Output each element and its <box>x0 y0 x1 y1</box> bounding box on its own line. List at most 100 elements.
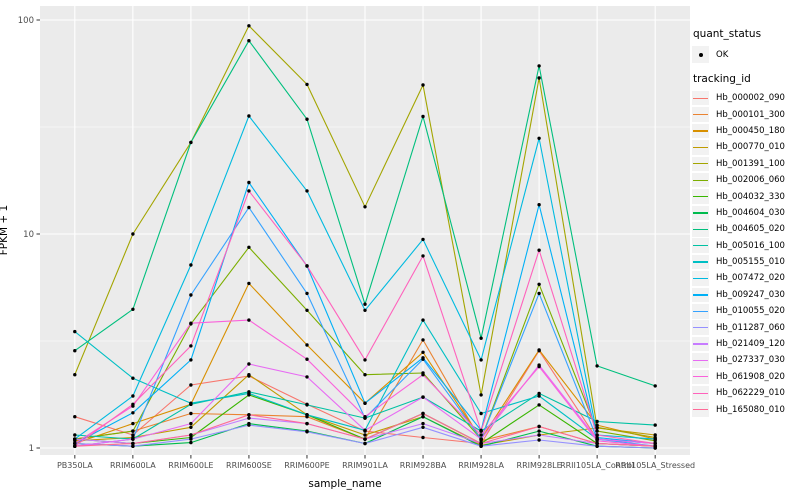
data-point <box>247 205 251 210</box>
legend-color-line <box>693 277 708 280</box>
data-point <box>653 433 657 437</box>
legend-color-line <box>693 294 708 296</box>
x-tick-label: RRII105LA_Stressed <box>615 461 695 470</box>
legend-item: Hb_062229_010 <box>692 385 798 401</box>
legend-key <box>692 304 709 319</box>
data-point <box>479 336 483 340</box>
data-point <box>73 437 77 441</box>
data-point <box>421 421 425 426</box>
legend: quant_status OK tracking_id Hb_000002_09… <box>692 28 798 418</box>
legend-key-ok <box>692 46 709 63</box>
data-point <box>247 114 251 118</box>
data-point <box>131 232 135 236</box>
data-point <box>537 394 541 398</box>
data-point <box>363 441 367 446</box>
data-point <box>305 264 309 268</box>
legend-item: Hb_027337_030 <box>692 352 798 368</box>
legend-item-label: Hb_010055_020 <box>716 306 785 317</box>
data-point <box>479 433 483 437</box>
data-point <box>189 293 193 297</box>
legend-color-line <box>693 245 708 247</box>
data-point <box>189 440 193 445</box>
legend-item-label: Hb_000450_180 <box>716 125 785 136</box>
legend-item-label: Hb_009247_030 <box>716 289 785 300</box>
legend-item: Hb_004032_330 <box>692 188 798 204</box>
data-point <box>479 358 483 362</box>
legend-item: Hb_011287_060 <box>692 319 798 335</box>
data-point <box>363 302 367 306</box>
data-point <box>421 350 425 354</box>
legend-item: Hb_000101_300 <box>692 106 798 122</box>
data-point <box>537 433 541 437</box>
data-point <box>305 82 309 87</box>
data-point <box>363 373 367 377</box>
data-point <box>247 318 251 322</box>
data-point <box>131 444 135 448</box>
data-point <box>421 83 425 87</box>
y-tick-label: 1 <box>29 444 34 454</box>
data-point <box>363 437 367 441</box>
data-point <box>305 189 309 193</box>
data-point <box>421 254 425 258</box>
data-point <box>131 429 135 433</box>
legend-color-line <box>693 228 708 230</box>
data-point <box>421 318 425 322</box>
data-point <box>595 425 599 429</box>
legend-key <box>692 222 709 237</box>
data-point <box>537 76 541 80</box>
ok-point-icon <box>698 52 703 57</box>
data-point <box>189 425 193 429</box>
data-point <box>73 444 77 448</box>
data-point <box>537 391 541 396</box>
data-point <box>73 329 77 334</box>
data-point <box>131 307 135 311</box>
legend-item-label: Hb_061908_020 <box>716 371 785 382</box>
legend-item: Hb_004604_030 <box>692 205 798 221</box>
data-point <box>305 117 309 121</box>
legend-item-label: Hb_000002_090 <box>716 93 785 104</box>
data-point <box>537 136 541 140</box>
legend-color-line <box>693 310 708 312</box>
data-point <box>189 433 193 437</box>
legend-items: Hb_000002_090 Hb_000101_300 Hb_000450_180 H… <box>692 90 798 418</box>
legend-color-line <box>693 113 708 116</box>
data-point <box>189 344 193 348</box>
legend-item-label: Hb_011287_060 <box>716 322 785 333</box>
legend-item-label: Hb_165080_010 <box>716 404 785 415</box>
data-point <box>421 114 425 119</box>
data-point <box>537 291 541 296</box>
legend-key <box>692 385 709 401</box>
x-tick-label: RRIM901LA <box>342 461 388 470</box>
legend-item-label: Hb_062229_010 <box>716 388 785 399</box>
data-point <box>479 441 483 446</box>
data-point <box>189 321 193 325</box>
data-point <box>247 416 251 420</box>
legend-item-label: OK <box>716 49 729 60</box>
x-tick-label: RRIM600LE <box>168 461 213 470</box>
data-point <box>305 403 309 407</box>
data-point <box>479 437 483 441</box>
legend-key <box>692 271 709 286</box>
data-point <box>537 424 541 429</box>
data-point <box>363 205 367 209</box>
x-tick-label: RRII105LA_Control <box>560 461 634 470</box>
legend-item-label: Hb_005155_010 <box>716 257 785 268</box>
legend-item-label: Hb_005016_100 <box>716 240 785 251</box>
legend-item-label: Hb_021409_120 <box>716 339 785 350</box>
legend-color-line <box>693 130 708 132</box>
data-point <box>73 373 77 377</box>
data-point <box>189 421 193 426</box>
legend-item-label: Hb_001391_100 <box>716 158 785 169</box>
legend-key <box>692 353 709 368</box>
data-point <box>421 237 425 242</box>
legend-item: Hb_000002_090 <box>692 90 798 106</box>
legend-color-line <box>693 376 708 378</box>
data-point <box>363 401 367 405</box>
x-tick-label: PB350LA <box>57 461 93 470</box>
data-point <box>421 357 425 361</box>
data-point <box>595 444 599 448</box>
data-point <box>595 439 599 443</box>
data-point <box>537 438 541 442</box>
